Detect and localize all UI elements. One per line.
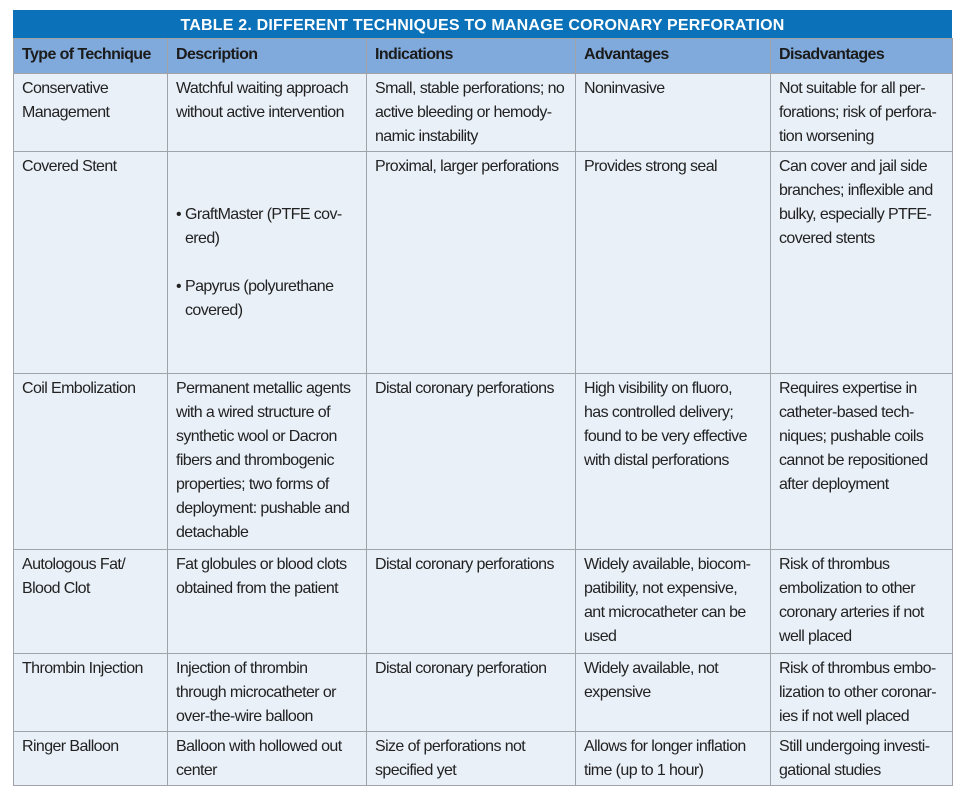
cell-description: Injection of thrombin through microcathe… (167, 653, 367, 732)
header-description: Description (167, 38, 367, 74)
table-row: Ringer Balloon Balloon with hollowed out… (13, 731, 953, 786)
table-row: Conservative Management Watchful waiting… (13, 73, 953, 152)
cell-indications: Distal coronary perforation (366, 653, 576, 732)
techniques-table: Type of Technique Description Indication… (13, 38, 953, 786)
cell-advantages: Widely available, not expensive (575, 653, 771, 732)
cell-indications: Size of perforations not specified yet (366, 731, 576, 786)
list-item: Papyrus (polyurethane covered) (176, 275, 358, 323)
cell-disadvantages: Risk of thrombus embo- lization to other… (770, 653, 953, 732)
header-type: Type of Technique (13, 38, 168, 74)
header-disadvantages: Disadvantages (770, 38, 953, 74)
cell-disadvantages: Requires expertise in catheter-based tec… (770, 373, 953, 550)
cell-disadvantages: Not suitable for all per- forations; ris… (770, 73, 953, 152)
table-row: Thrombin Injection Injection of thrombin… (13, 653, 953, 732)
description-list: GraftMaster (PTFE cov- ered) Papyrus (po… (176, 179, 358, 347)
cell-indications: Proximal, larger perforations (366, 151, 576, 374)
cell-description: Watchful waiting approach without active… (167, 73, 367, 152)
cell-advantages: High visibility on fluoro, has controlle… (575, 373, 771, 550)
cell-disadvantages: Can cover and jail side branches; inflex… (770, 151, 953, 374)
cell-type: Autologous Fat/ Blood Clot (13, 549, 168, 654)
list-item: GraftMaster (PTFE cov- ered) (176, 203, 358, 251)
cell-description: Fat globules or blood clots obtained fro… (167, 549, 367, 654)
table-title: TABLE 2. DIFFERENT TECHNIQUES TO MANAGE … (13, 10, 952, 38)
cell-description: Balloon with hollowed out center (167, 731, 367, 786)
cell-advantages: Allows for longer inflation time (up to … (575, 731, 771, 786)
header-indications: Indications (366, 38, 576, 74)
cell-type: Conservative Management (13, 73, 168, 152)
cell-type: Ringer Balloon (13, 731, 168, 786)
cell-type: Coil Embolization (13, 373, 168, 550)
header-row: Type of Technique Description Indication… (13, 38, 953, 74)
table-row: Covered Stent GraftMaster (PTFE cov- ere… (13, 151, 953, 374)
cell-description: GraftMaster (PTFE cov- ered) Papyrus (po… (167, 151, 367, 374)
table-row: Autologous Fat/ Blood Clot Fat globules … (13, 549, 953, 654)
cell-indications: Distal coronary perforations (366, 549, 576, 654)
cell-indications: Distal coronary perforations (366, 373, 576, 550)
header-advantages: Advantages (575, 38, 771, 74)
cell-indications: Small, stable perforations; no active bl… (366, 73, 576, 152)
cell-advantages: Provides strong seal (575, 151, 771, 374)
cell-disadvantages: Risk of thrombus embolization to other c… (770, 549, 953, 654)
table-row: Coil Embolization Permanent metallic age… (13, 373, 953, 550)
cell-type: Thrombin Injection (13, 653, 168, 732)
cell-description: Permanent metallic agents with a wired s… (167, 373, 367, 550)
cell-advantages: Noninvasive (575, 73, 771, 152)
cell-type: Covered Stent (13, 151, 168, 374)
cell-disadvantages: Still undergoing investi- gational studi… (770, 731, 953, 786)
cell-advantages: Widely available, biocom- patibility, no… (575, 549, 771, 654)
